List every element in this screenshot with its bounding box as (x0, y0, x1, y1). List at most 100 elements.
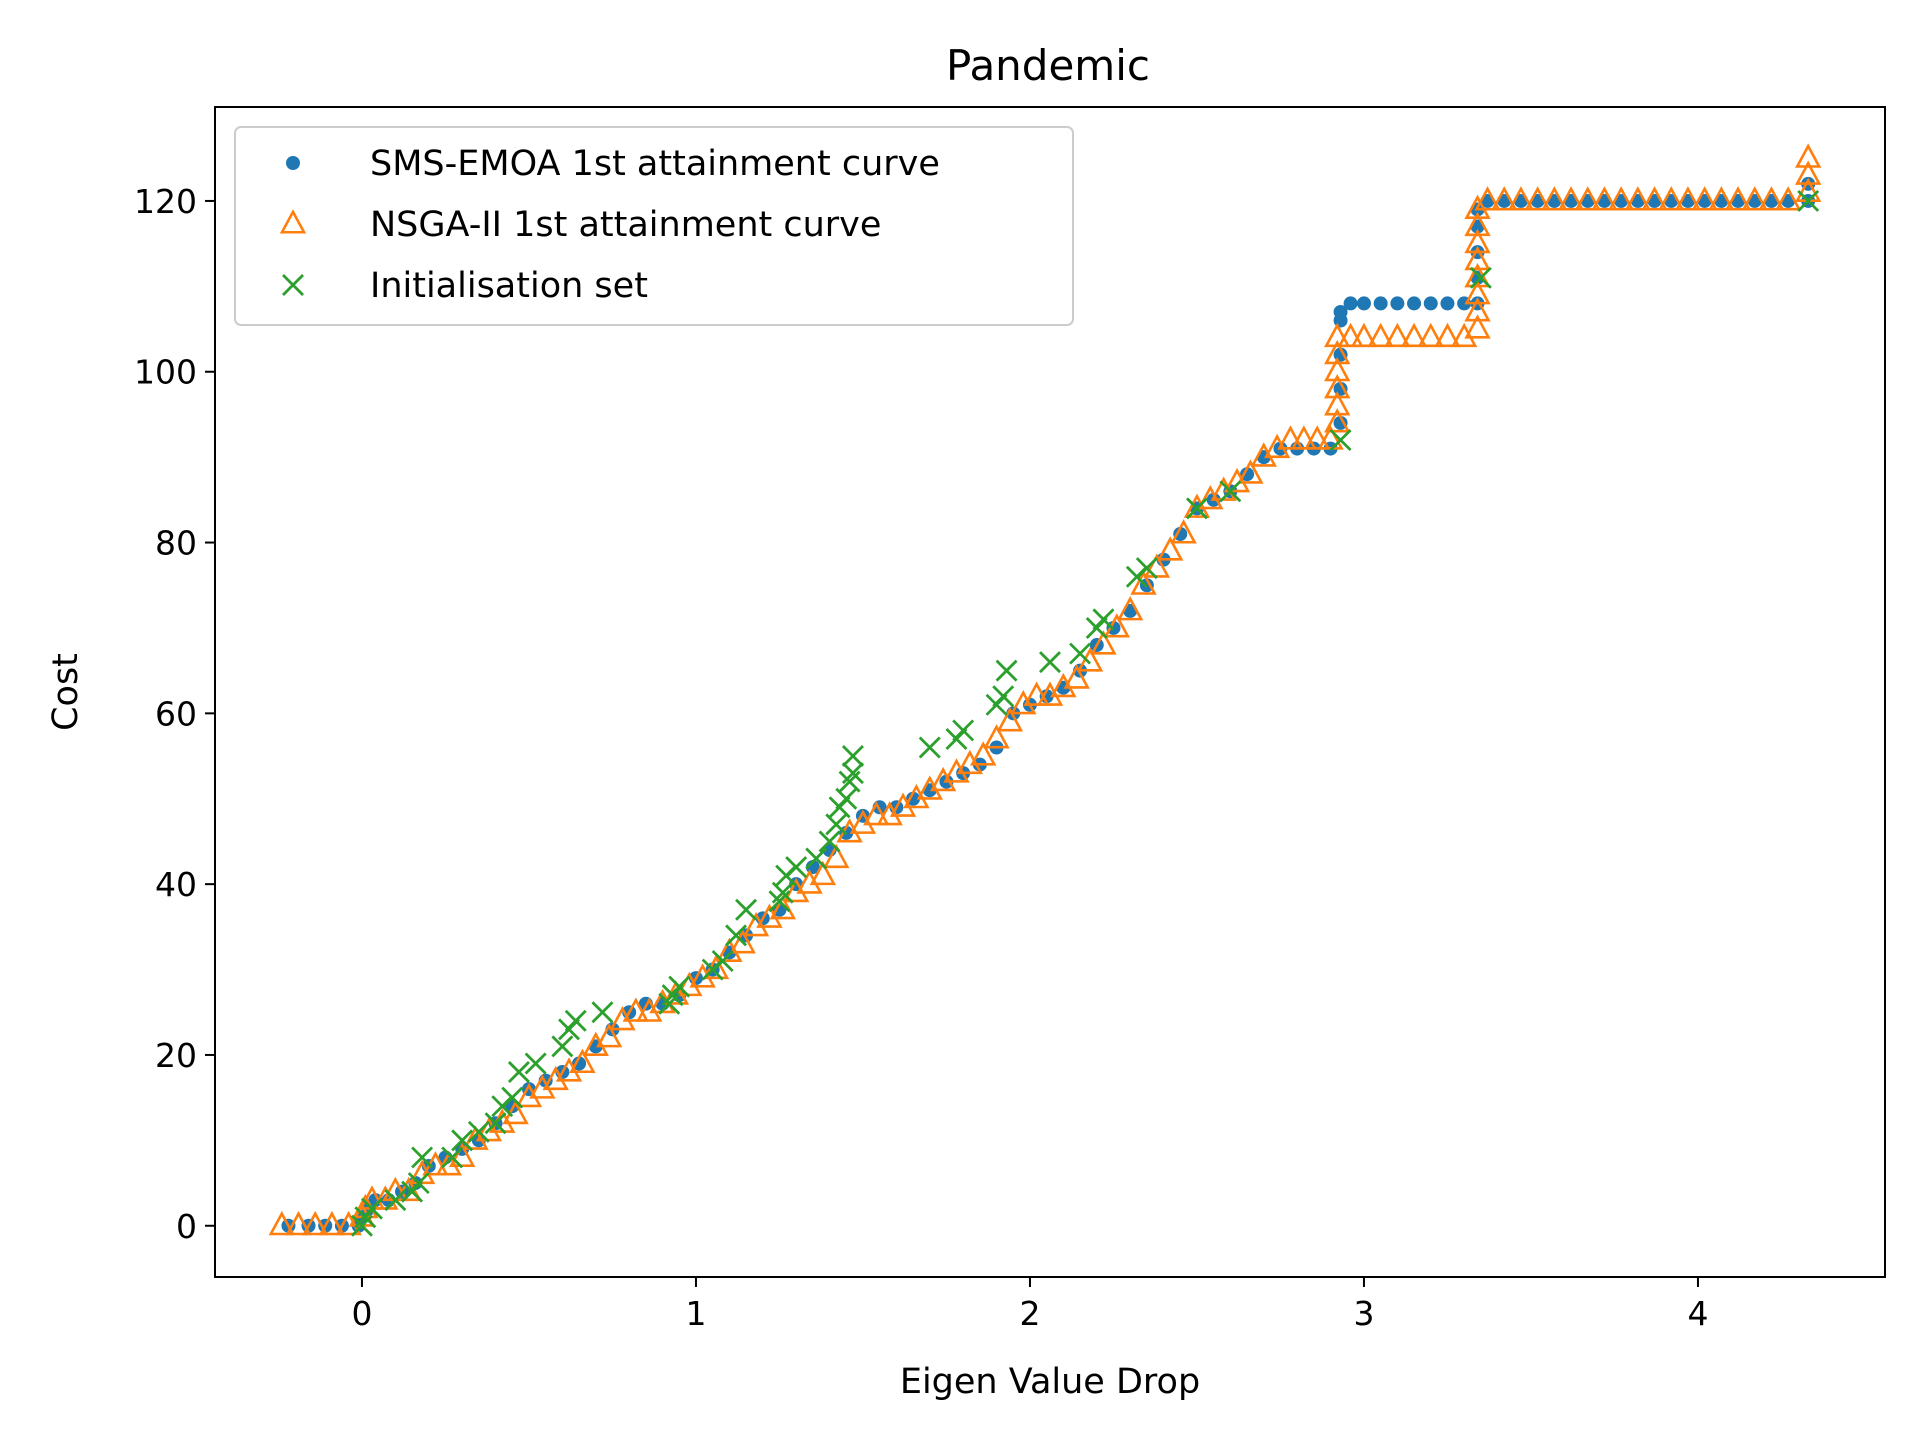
data-point (1417, 322, 1444, 348)
data-point (1641, 186, 1668, 211)
data-point (769, 894, 796, 920)
data-point (1464, 297, 1491, 322)
x-tick-label: 3 (1353, 1294, 1374, 1333)
data-point (467, 1120, 490, 1143)
data-point (515, 1082, 543, 1108)
data-point (1290, 425, 1318, 450)
data-point (906, 791, 921, 806)
data-point (484, 1112, 507, 1135)
data-point (1450, 322, 1478, 348)
data-point (1170, 519, 1197, 544)
data-point (1219, 480, 1242, 503)
data-point (805, 847, 828, 870)
data-point (1407, 296, 1422, 311)
data-point (1010, 689, 1037, 715)
data-point (835, 787, 858, 810)
data-point (756, 903, 783, 928)
data-point (1116, 596, 1144, 621)
data-point (992, 685, 1015, 708)
data-point (1464, 245, 1491, 271)
data-point (572, 1056, 587, 1071)
data-point (1464, 194, 1491, 220)
data-point (1491, 186, 1518, 211)
data-point (983, 724, 1010, 749)
data-point (1343, 296, 1358, 311)
data-point (268, 1210, 295, 1236)
data-point (1090, 630, 1117, 655)
data-point (729, 929, 756, 954)
data-point (903, 783, 930, 809)
data-point (1356, 296, 1371, 311)
data-point (1157, 536, 1184, 561)
legend-box (234, 126, 1074, 326)
data-point (1324, 391, 1351, 416)
data-point (1333, 304, 1348, 319)
y-tick-label: 40 (155, 865, 197, 904)
data-point (952, 719, 975, 742)
data-point (1350, 322, 1378, 348)
data-point (716, 937, 743, 963)
data-point (1541, 186, 1568, 211)
data-point (1624, 186, 1652, 211)
data-point (609, 1005, 636, 1031)
data-point (1135, 557, 1158, 580)
data-point (970, 741, 997, 766)
data-point (849, 809, 877, 834)
data-point (1373, 296, 1388, 311)
data-point (1277, 425, 1304, 450)
data-point (1464, 211, 1491, 237)
data-point (542, 1065, 569, 1091)
data-point (1039, 651, 1061, 674)
data-point (825, 813, 848, 836)
data-point (411, 1146, 434, 1169)
data-point (1324, 339, 1351, 365)
data-point (1185, 497, 1208, 520)
data-point (582, 1031, 609, 1056)
data-point (785, 856, 808, 879)
y-tick-label: 60 (155, 694, 197, 733)
data-point (1197, 485, 1224, 510)
data-point (1223, 467, 1251, 493)
data-point (916, 775, 943, 800)
data-point (302, 1210, 329, 1236)
data-point (1050, 672, 1077, 698)
data-point (407, 1172, 430, 1195)
series-2 (268, 143, 1822, 1236)
legend-label: Initialisation set (370, 266, 648, 306)
data-point (1741, 186, 1768, 211)
data-point (1524, 186, 1551, 211)
data-point (1440, 296, 1455, 311)
data-point (918, 736, 941, 759)
data-point (1507, 186, 1535, 211)
data-point (1069, 642, 1092, 665)
data-point (591, 1001, 614, 1024)
data-point (1423, 296, 1438, 311)
y-tick-label: 120 (134, 182, 197, 221)
data-point (1237, 459, 1264, 484)
y-tick-label: 20 (155, 1036, 197, 1075)
legend: SMS-EMOA 1st attainment curve NSGA-II 1st… (234, 126, 1074, 326)
data-point (1797, 189, 1820, 212)
data-point (564, 1009, 587, 1032)
data-point (1469, 266, 1492, 289)
data-point (524, 1052, 547, 1075)
data-point (451, 1129, 474, 1152)
data-point (1464, 280, 1491, 305)
data-point (1390, 296, 1405, 311)
legend-marker (279, 209, 307, 234)
data-point (1367, 322, 1394, 348)
data-point (1304, 425, 1331, 450)
data-point (796, 869, 823, 894)
data-point (1724, 186, 1752, 211)
data-point (360, 1197, 383, 1220)
data-point (735, 898, 758, 921)
data-point (1324, 408, 1351, 433)
data-point (823, 843, 850, 869)
data-point (1400, 322, 1428, 348)
data-point (1039, 689, 1054, 704)
data-point (1474, 186, 1501, 211)
data-point (636, 997, 663, 1022)
data-point (809, 860, 837, 886)
data-point (1464, 314, 1491, 339)
